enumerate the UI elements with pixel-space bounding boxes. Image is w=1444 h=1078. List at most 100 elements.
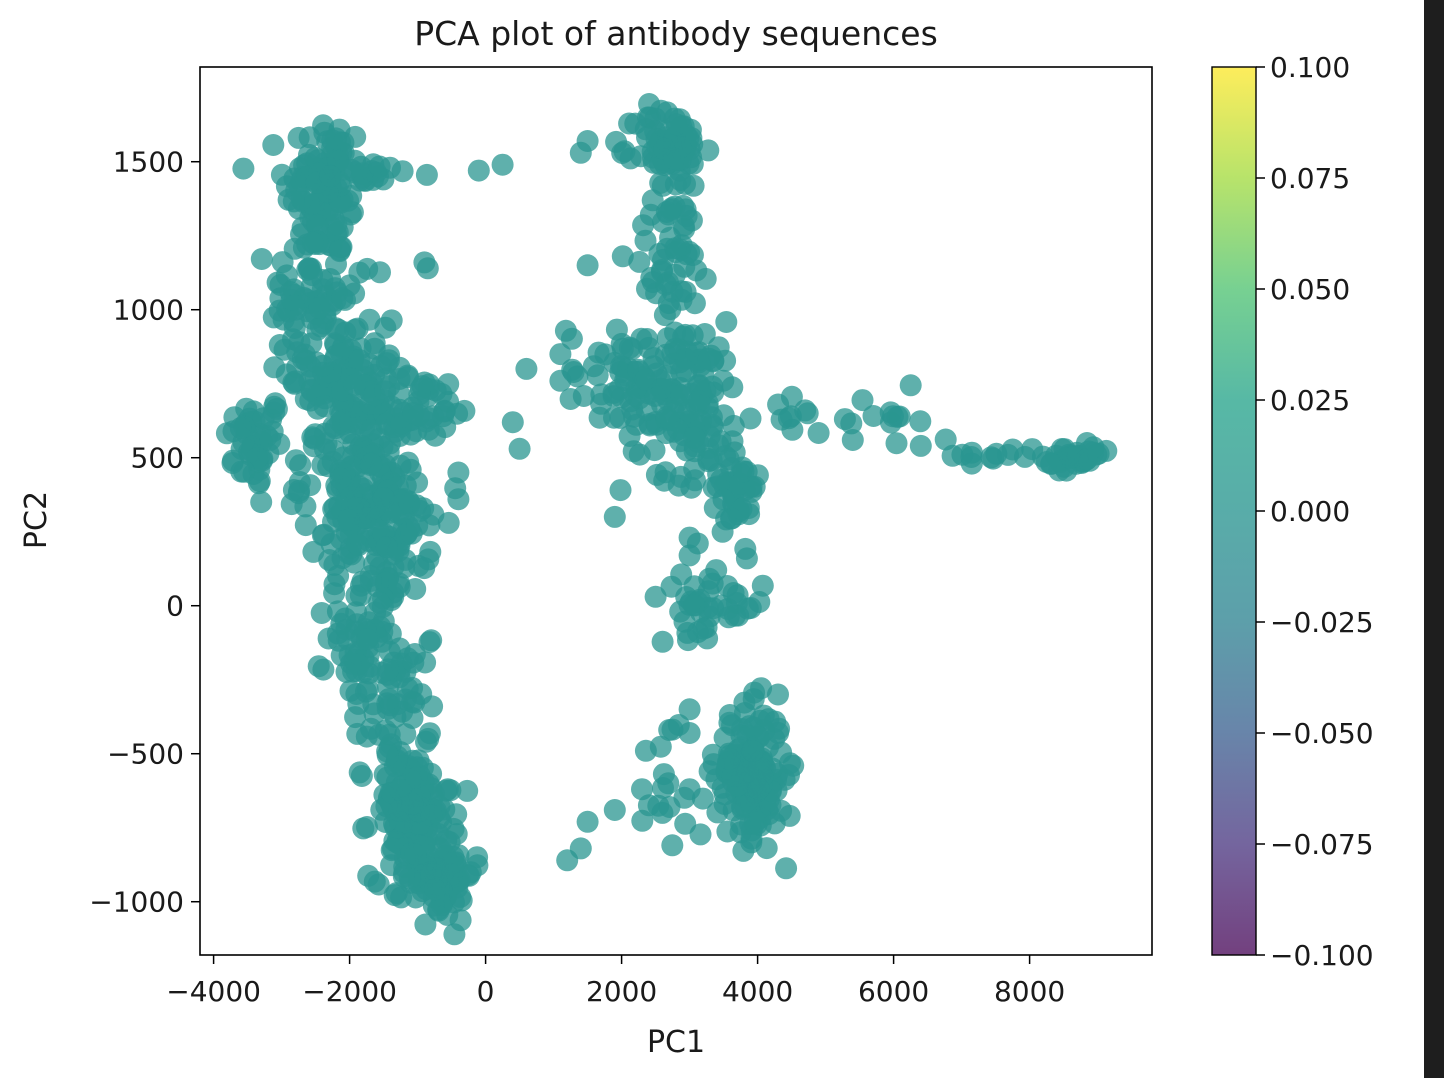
- scatter-point: [683, 426, 706, 449]
- scatter-point: [660, 575, 683, 598]
- scatter-point: [622, 440, 645, 463]
- scatter-point: [693, 323, 716, 345]
- scatter-point: [653, 304, 676, 327]
- scatter-point: [664, 237, 687, 260]
- scatter-point: [435, 779, 458, 802]
- scatter-point: [459, 861, 482, 884]
- scatter-point: [289, 454, 312, 477]
- scatter-point: [1076, 448, 1098, 471]
- scatter-point: [337, 508, 360, 531]
- scatter-point: [350, 765, 373, 787]
- scatter-point: [669, 169, 692, 191]
- scatter-point: [491, 153, 514, 176]
- colorbar-tick-label: 0.050: [1270, 273, 1350, 306]
- scatter-point: [851, 389, 874, 412]
- scatter-point: [343, 373, 366, 396]
- scatter-point: [909, 410, 932, 433]
- scatter-point: [609, 479, 632, 502]
- scatter-point: [683, 594, 705, 617]
- scatter-point: [697, 580, 720, 603]
- scatter-point: [689, 823, 712, 846]
- scatter-point: [734, 795, 757, 818]
- scatter-point: [347, 653, 370, 676]
- scatter-point: [678, 722, 701, 744]
- scatter-point: [358, 308, 381, 331]
- scatter-point: [360, 452, 383, 475]
- scatter-point: [736, 597, 759, 620]
- scatter-point: [631, 778, 653, 801]
- scatter-point: [351, 570, 374, 593]
- scatter-point: [640, 266, 663, 289]
- scatter-point: [664, 337, 687, 360]
- scatter-point: [324, 127, 347, 150]
- scatter-point: [631, 809, 654, 832]
- scatter-points: [215, 93, 1118, 946]
- scatter-point: [273, 338, 296, 361]
- scatter-point: [688, 390, 710, 413]
- scatter-point: [404, 886, 427, 909]
- scatter-point: [422, 894, 445, 917]
- scatter-point: [807, 422, 830, 444]
- scatter-point: [282, 278, 305, 301]
- colorbar-tick-label: −0.025: [1270, 606, 1374, 639]
- scatter-point: [630, 327, 653, 350]
- scatter-point: [313, 395, 336, 418]
- scatter-point: [611, 245, 634, 268]
- scatter-point: [678, 778, 701, 801]
- scatter-point: [374, 380, 397, 403]
- scatter-point: [636, 126, 658, 149]
- scatter-point: [690, 409, 712, 432]
- scatter-point: [302, 540, 325, 563]
- colorbar-tick-label: −0.050: [1270, 717, 1374, 750]
- scatter-point: [663, 263, 686, 286]
- scatter-point: [262, 134, 285, 156]
- scatter-point: [721, 714, 743, 737]
- scatter-point: [301, 231, 324, 254]
- scatter-point: [319, 165, 342, 188]
- scatter-point: [649, 735, 672, 758]
- scatter-point: [288, 471, 311, 493]
- scatter-point: [794, 399, 817, 422]
- scatter-point: [347, 692, 370, 715]
- scatter-point: [405, 766, 428, 789]
- scatter-point: [447, 461, 470, 484]
- colorbar-tick-label: 0.100: [1270, 51, 1350, 84]
- scatter-point: [674, 812, 697, 835]
- scatter-point: [1040, 452, 1063, 475]
- scatter-point: [270, 163, 293, 186]
- scatter-point: [447, 488, 470, 511]
- scatter-point: [665, 113, 688, 136]
- scatter-point: [415, 163, 438, 186]
- scatter-point: [456, 779, 479, 802]
- scatter-point: [329, 467, 352, 490]
- scatter-point: [418, 631, 441, 654]
- scatter-point: [388, 368, 411, 390]
- scatter-point: [775, 857, 798, 880]
- scatter-point: [332, 446, 355, 469]
- scatter-point: [960, 452, 983, 475]
- scatter-point: [295, 349, 318, 372]
- scatter-point: [657, 203, 680, 226]
- y-tick-label: 0: [166, 590, 184, 623]
- scatter-point: [663, 147, 685, 170]
- scatter-point: [264, 392, 287, 415]
- scatter-point: [770, 799, 793, 822]
- scatter-point: [378, 723, 401, 746]
- scatter-point: [377, 658, 400, 681]
- scatter-point: [297, 257, 320, 280]
- scatter-point: [501, 411, 524, 434]
- scatter-point: [250, 248, 273, 270]
- scatter-point: [351, 162, 374, 185]
- scatter-point: [778, 752, 801, 775]
- scatter-point: [229, 417, 252, 440]
- scatter-point: [658, 719, 681, 741]
- scatter-point: [833, 408, 856, 431]
- colorbar-tick-label: −0.100: [1270, 939, 1374, 972]
- scatter-point: [651, 630, 674, 653]
- scatter-point: [712, 488, 735, 511]
- scatter-point: [645, 463, 668, 486]
- scatter-point: [327, 318, 350, 341]
- scatter-point: [862, 405, 885, 427]
- y-axis-label: PC2: [19, 491, 54, 549]
